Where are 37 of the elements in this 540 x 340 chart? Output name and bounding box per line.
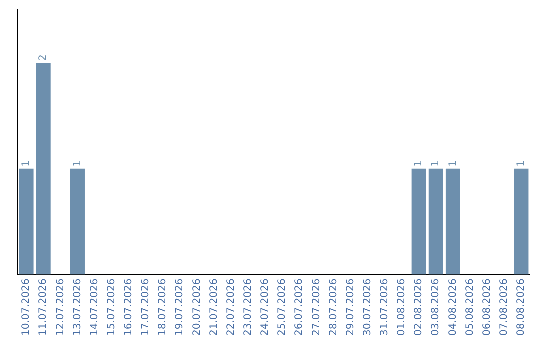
x-tick-label: 25.07.2026 <box>277 278 288 336</box>
data-label: 2 <box>38 54 50 61</box>
data-label: 1 <box>72 160 84 167</box>
x-tick-label: 28.07.2026 <box>328 278 340 336</box>
x-tick-label: 03.08.2026 <box>430 278 442 336</box>
x-tick-label: 14.07.2026 <box>89 278 100 336</box>
x-tick-label: 31.07.2026 <box>380 278 391 336</box>
data-label: 1 <box>430 160 442 167</box>
x-tick-label: 01.08.2026 <box>396 278 408 336</box>
x-tick-label: 23.07.2026 <box>242 278 254 336</box>
x-tick-label: 02.08.2026 <box>414 278 425 336</box>
x-tick-label: 24.07.2026 <box>260 278 272 336</box>
data-label: 1 <box>414 160 425 167</box>
x-tick-label: 11.07.2026 <box>38 278 50 336</box>
x-tick-label: 30.07.2026 <box>362 278 374 336</box>
x-tick-label: 16.07.2026 <box>124 278 135 336</box>
x-tick-label: 17.07.2026 <box>140 278 152 336</box>
x-tick-label: 04.08.2026 <box>448 278 459 336</box>
x-tick-label: 29.07.2026 <box>345 278 356 336</box>
data-label: 1 <box>516 160 528 167</box>
x-tick-label: 26.07.2026 <box>294 278 306 336</box>
x-tick-label: 13.07.2026 <box>72 278 84 336</box>
x-tick-label: 22.07.2026 <box>226 278 237 336</box>
x-tick-label: 21.07.2026 <box>208 278 220 336</box>
x-tick-label: 07.08.2026 <box>498 278 510 336</box>
x-tick-label: 18.07.2026 <box>158 278 169 336</box>
x-tick-label: 19.07.2026 <box>174 278 186 336</box>
x-tick-label: 15.07.2026 <box>106 278 118 336</box>
x-tick-label: 10.07.2026 <box>21 278 32 336</box>
x-tick-label: 27.07.2026 <box>311 278 322 336</box>
data-label: 1 <box>21 160 32 167</box>
x-tick-label: 05.08.2026 <box>464 278 476 336</box>
data-label: 1 <box>448 160 459 167</box>
x-tick-label: 20.07.2026 <box>192 278 203 336</box>
x-tick-label: 12.07.2026 <box>55 278 66 336</box>
x-tick-label: 06.08.2026 <box>482 278 493 336</box>
x-tick-label: 08.08.2026 <box>516 278 528 336</box>
